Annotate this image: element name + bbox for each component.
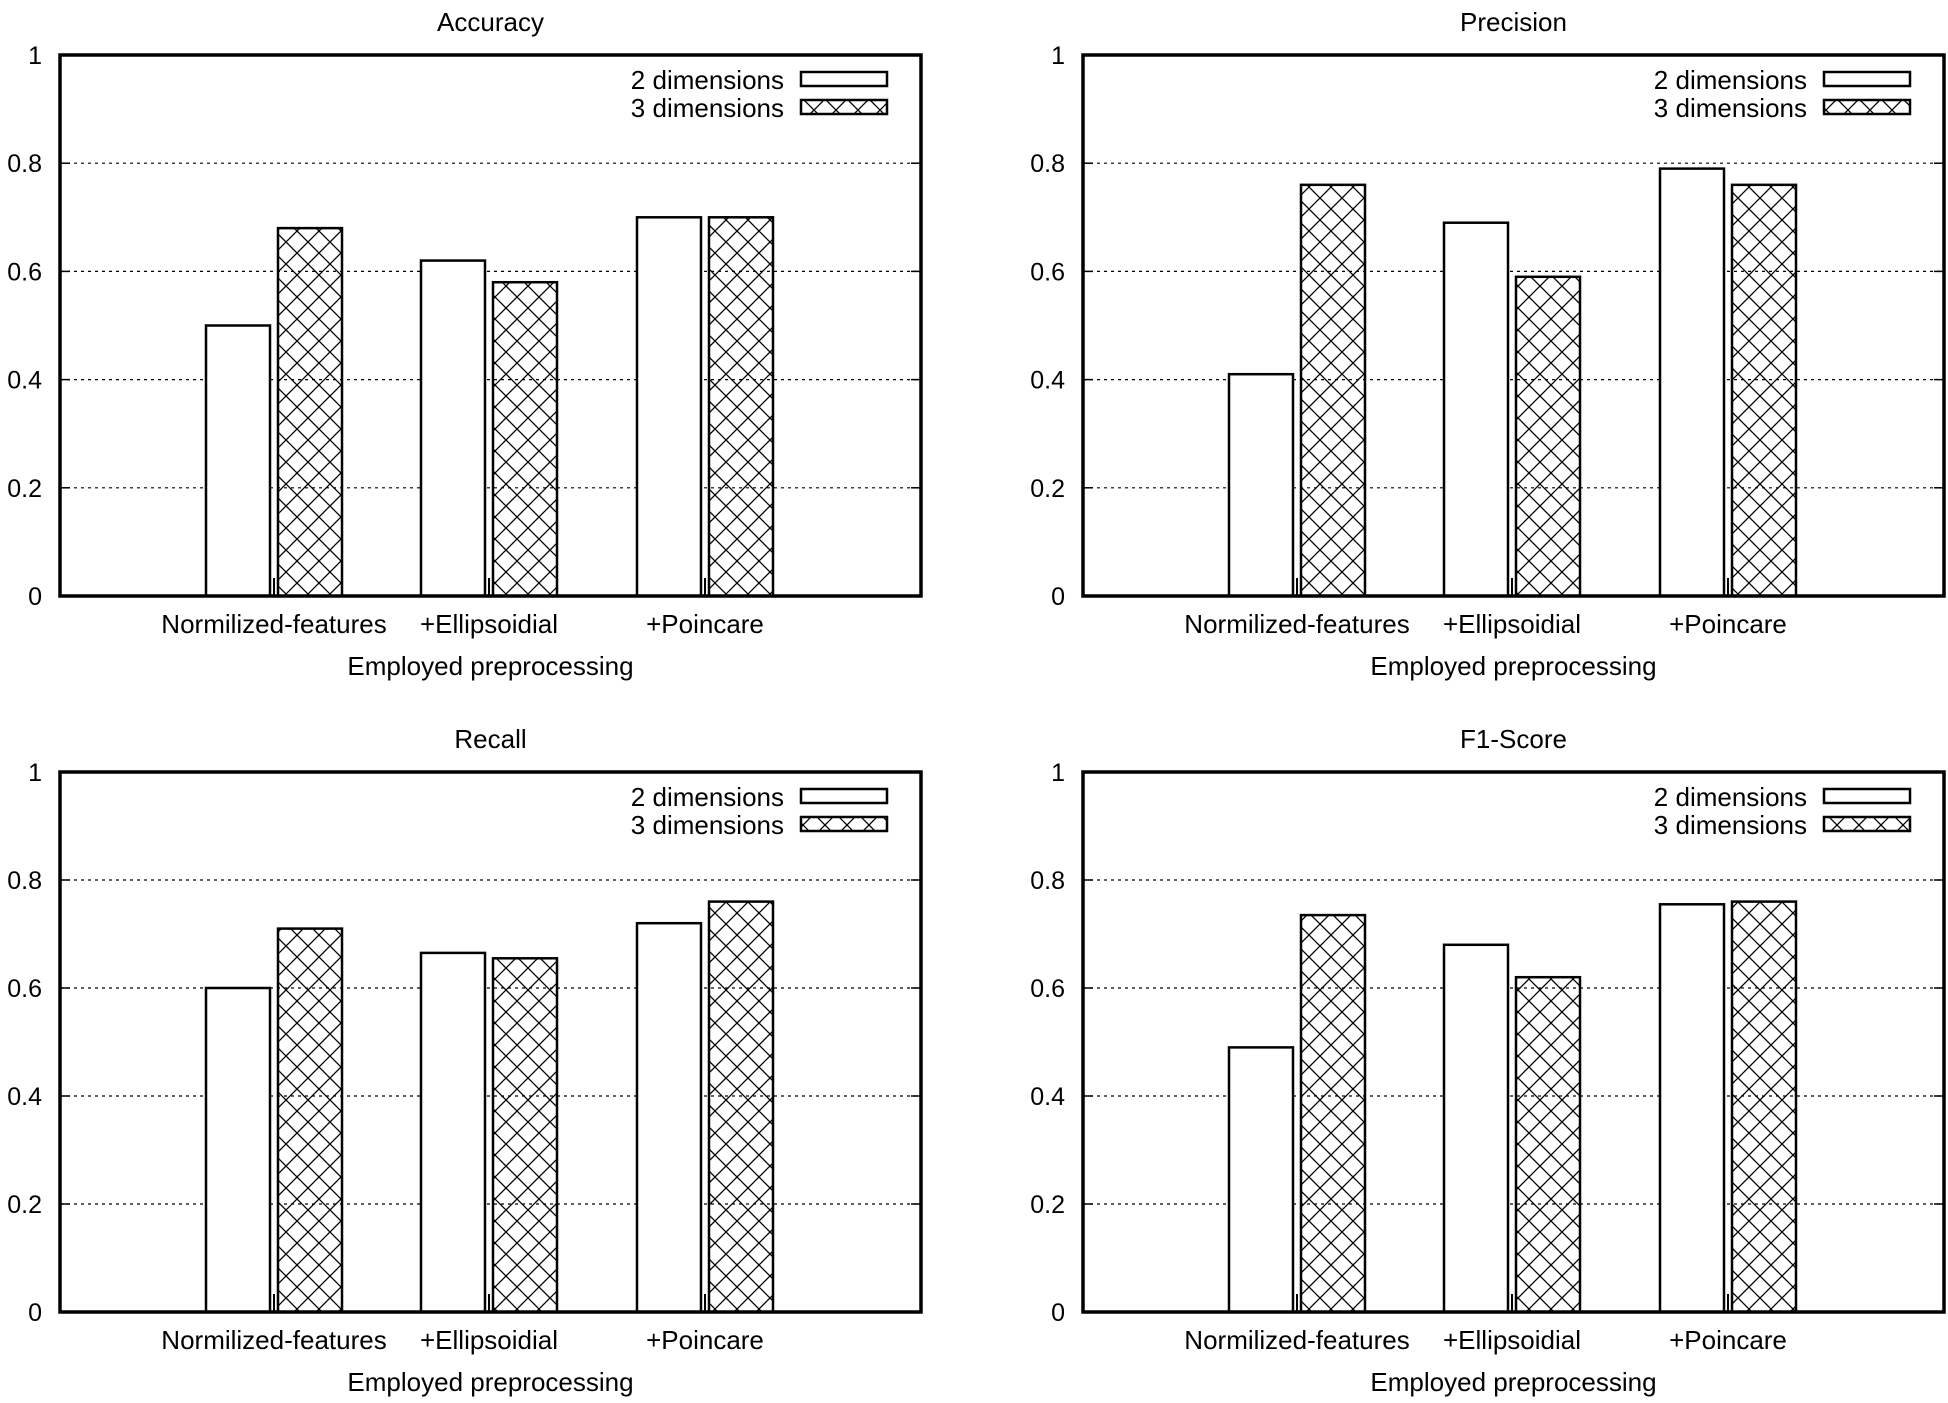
bar-2d-2: [635, 216, 703, 598]
y-tick-label: 0.6: [1030, 975, 1065, 1003]
x-tick-label: Normilized-features: [161, 609, 386, 639]
bar-3d-2: [707, 216, 775, 598]
bar-2d-1: [419, 259, 487, 598]
chart-panel-1: Precision 0 0.2 0.4 0.6 0.8 1 Normilized-featur…: [1030, 7, 1946, 681]
y-tick-label: 0.6: [1030, 258, 1065, 286]
y-tick-label: 0.8: [1030, 867, 1065, 895]
x-tick-label: +Poincare: [646, 1325, 764, 1355]
bar-3d-0: [276, 927, 344, 1314]
y-tick-label: 0.8: [7, 150, 42, 178]
legend-label: 2 dimensions: [1654, 65, 1807, 95]
x-tick-label: +Poincare: [646, 609, 764, 639]
legend-swatch-3d: [799, 98, 889, 116]
bar-2d-2: [1658, 167, 1726, 598]
legend-label: 3 dimensions: [1654, 93, 1807, 123]
chart-title: F1-Score: [1460, 724, 1567, 754]
x-axis-label: Employed preprocessing: [1370, 1367, 1656, 1397]
bar-3d-1: [491, 957, 559, 1314]
legend-label: 3 dimensions: [631, 810, 784, 840]
bar-2d-0: [204, 324, 272, 598]
bar-3d-1: [1514, 275, 1582, 598]
bar-3d-1: [1514, 975, 1582, 1314]
x-tick-label: Normilized-features: [1184, 1325, 1409, 1355]
plot-frame: [1081, 770, 1946, 1314]
plot-frame: [58, 53, 923, 598]
y-tick-label: 0: [28, 1299, 42, 1327]
legend-swatch-2d: [1822, 70, 1912, 88]
chart-title: Accuracy: [437, 7, 544, 37]
legend-swatch-2d: [1822, 787, 1912, 805]
legend-swatch-2d: [799, 70, 889, 88]
bar-2d-1: [1442, 943, 1510, 1314]
bar-2d-0: [1227, 372, 1295, 598]
legend-swatch-3d: [1822, 98, 1912, 116]
bar-3d-1: [491, 280, 559, 598]
x-tick-label: +Ellipsoidial: [420, 609, 558, 639]
y-tick-label: 1: [28, 759, 42, 787]
legend-label: 2 dimensions: [631, 782, 784, 812]
bar-2d-2: [1658, 903, 1726, 1314]
bar-3d-0: [276, 226, 344, 598]
chart-title: Precision: [1460, 7, 1567, 37]
bar-3d-2: [707, 900, 775, 1314]
bar-2d-1: [419, 951, 487, 1314]
x-tick-label: +Ellipsoidial: [1443, 1325, 1581, 1355]
bar-3d-0: [1299, 183, 1367, 598]
x-tick-label: +Ellipsoidial: [1443, 609, 1581, 639]
y-tick-label: 1: [1051, 759, 1065, 787]
y-tick-label: 0.4: [7, 1083, 42, 1111]
x-tick-label: +Ellipsoidial: [420, 1325, 558, 1355]
y-tick-label: 0.4: [7, 367, 42, 395]
x-tick-label: +Poincare: [1669, 609, 1787, 639]
plot-frame: [58, 770, 923, 1314]
y-tick-label: 0.8: [1030, 150, 1065, 178]
x-tick-label: Normilized-features: [1184, 609, 1409, 639]
legend-swatch-2d: [799, 787, 889, 805]
x-axis-label: Employed preprocessing: [347, 651, 633, 681]
chart-title: Recall: [454, 724, 526, 754]
y-tick-label: 1: [1051, 42, 1065, 70]
x-tick-label: Normilized-features: [161, 1325, 386, 1355]
bar-2d-0: [204, 986, 272, 1314]
y-tick-label: 0.2: [7, 475, 42, 503]
y-tick-label: 0.6: [7, 975, 42, 1003]
legend-swatch-3d: [799, 815, 889, 833]
x-axis-label: Employed preprocessing: [347, 1367, 633, 1397]
y-tick-label: 1: [28, 42, 42, 70]
y-tick-label: 0.4: [1030, 1083, 1065, 1111]
y-tick-label: 0.2: [1030, 1191, 1065, 1219]
y-tick-label: 0: [1051, 583, 1065, 611]
y-tick-label: 0: [1051, 1299, 1065, 1327]
chart-panel-3: F1-Score 0 0.2 0.4 0.6 0.8 1 Normilized-feature…: [1030, 724, 1946, 1397]
y-tick-label: 0.4: [1030, 367, 1065, 395]
y-tick-label: 0.8: [7, 867, 42, 895]
legend-label: 3 dimensions: [631, 93, 784, 123]
bar-2d-0: [1227, 1046, 1295, 1314]
y-tick-label: 0.2: [1030, 475, 1065, 503]
legend-swatch-3d: [1822, 815, 1912, 833]
legend-label: 3 dimensions: [1654, 810, 1807, 840]
plot-frame: [1081, 53, 1946, 598]
legend-label: 2 dimensions: [1654, 782, 1807, 812]
y-tick-label: 0.2: [7, 1191, 42, 1219]
x-tick-label: +Poincare: [1669, 1325, 1787, 1355]
y-tick-label: 0.6: [7, 258, 42, 286]
bar-3d-0: [1299, 913, 1367, 1314]
x-axis-label: Employed preprocessing: [1370, 651, 1656, 681]
chart-panel-0: Accuracy 0 0.2 0.4 0.6 0.8 1 Normilized-feature…: [7, 7, 923, 681]
bar-3d-2: [1730, 900, 1798, 1314]
bar-2d-2: [635, 921, 703, 1314]
chart-panel-2: Recall 0 0.2 0.4 0.6 0.8 1 Normilized-features +…: [7, 724, 923, 1397]
bar-3d-2: [1730, 183, 1798, 598]
legend-label: 2 dimensions: [631, 65, 784, 95]
y-tick-label: 0: [28, 583, 42, 611]
bar-2d-1: [1442, 221, 1510, 598]
